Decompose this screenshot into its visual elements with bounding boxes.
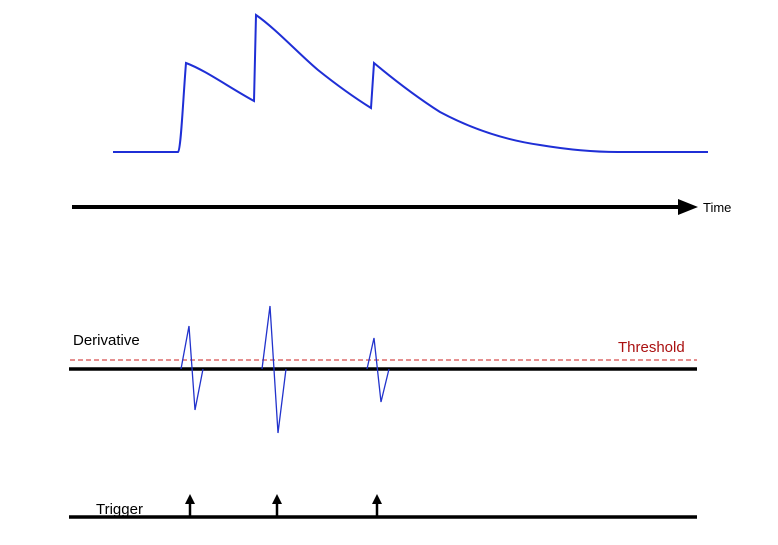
derivative-label: Derivative bbox=[73, 332, 140, 349]
time-axis-arrowhead bbox=[678, 199, 698, 215]
time-axis-label: Time bbox=[703, 200, 731, 215]
trigger-arrow-1 bbox=[185, 494, 195, 517]
trigger-arrow-3 bbox=[372, 494, 382, 517]
trigger-arrow-2 bbox=[272, 494, 282, 517]
derivative-spike-2 bbox=[261, 305, 287, 434]
trigger-label: Trigger bbox=[96, 501, 143, 518]
derivative-spike-3 bbox=[366, 337, 390, 403]
signal-waveform bbox=[113, 13, 708, 153]
threshold-label: Threshold bbox=[618, 339, 685, 356]
derivative-spike-1 bbox=[180, 325, 204, 411]
